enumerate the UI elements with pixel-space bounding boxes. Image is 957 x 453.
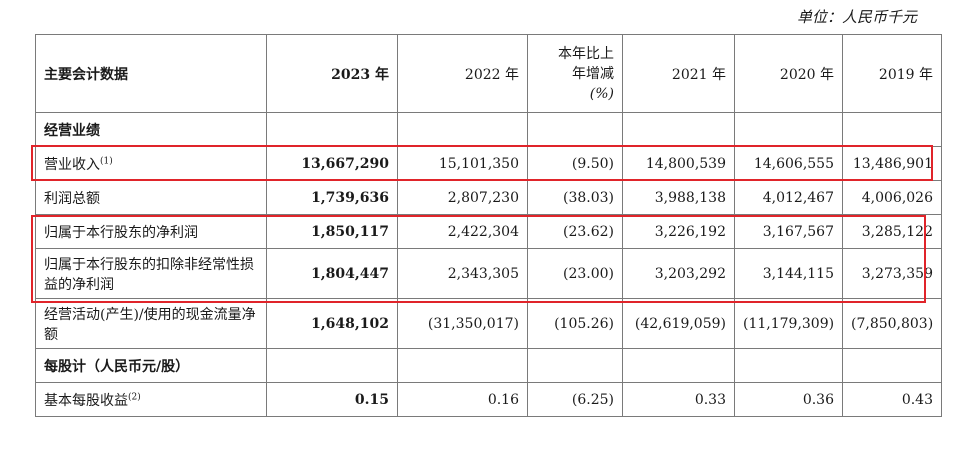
cell-2023: 1,648,102 xyxy=(266,298,398,349)
cell-2020: (11,179,309) xyxy=(734,298,843,349)
header-label: 主要会计数据 xyxy=(35,34,267,113)
cell-2019: 4,006,026 xyxy=(842,180,942,215)
header-col-2021: 2021 年 xyxy=(622,34,735,113)
cell-2021: (42,619,059) xyxy=(622,298,735,349)
cell-2021: 0.33 xyxy=(622,382,735,417)
header-col-yoy: 本年比上 年增减 (%) xyxy=(527,34,623,113)
cell-2020: 3,167,567 xyxy=(734,214,843,249)
cell-2020: 4,012,467 xyxy=(734,180,843,215)
cell-2022: 2,422,304 xyxy=(397,214,528,249)
table-row-cash-flow: 经营活动(产生)/使用的现金流量净额 1,648,102 (31,350,017… xyxy=(35,298,942,349)
cell-2020: 0.36 xyxy=(734,382,843,417)
cell-2021: 3,988,138 xyxy=(622,180,735,215)
row-label: 经营活动(产生)/使用的现金流量净额 xyxy=(35,298,267,349)
cell-2019: 13,486,901 xyxy=(842,146,942,181)
row-label: 基本每股收益(2) xyxy=(35,382,267,417)
cell-2020: 3,144,115 xyxy=(734,248,843,299)
yoy-line-3: (%) xyxy=(589,85,614,102)
cell-2022: 2,343,305 xyxy=(397,248,528,299)
cell-yoy: (23.00) xyxy=(527,248,623,299)
cell-2023: 13,667,290 xyxy=(266,146,398,181)
cell-2022: 0.16 xyxy=(397,382,528,417)
cell-yoy: (105.26) xyxy=(527,298,623,349)
section-row-per-share: 每股计（人民币元/股） xyxy=(35,348,942,383)
cell-2022: (31,350,017) xyxy=(397,298,528,349)
header-col-2020: 2020 年 xyxy=(734,34,843,113)
row-label: 归属于本行股东的净利润 xyxy=(35,214,267,249)
cell-2021: 3,203,292 xyxy=(622,248,735,299)
row-label: 营业收入(1) xyxy=(35,146,267,181)
table-row-eps: 基本每股收益(2) 0.15 0.16 (6.25) 0.33 0.36 0.4… xyxy=(35,382,942,417)
cell-2023: 1,804,447 xyxy=(266,248,398,299)
cell-2019: 0.43 xyxy=(842,382,942,417)
table-row-net-profit-excl: 归属于本行股东的扣除非经常性损益的净利润 1,804,447 2,343,305… xyxy=(35,248,942,299)
cell-2021: 3,226,192 xyxy=(622,214,735,249)
cell-yoy: (38.03) xyxy=(527,180,623,215)
header-row: 主要会计数据 2023 年 2022 年 本年比上 年增减 (%) 2021 年… xyxy=(35,34,942,113)
header-col-2022: 2022 年 xyxy=(397,34,528,113)
cell-2022: 2,807,230 xyxy=(397,180,528,215)
table-row-total-profit: 利润总额 1,739,636 2,807,230 (38.03) 3,988,1… xyxy=(35,180,942,215)
section-label-per-share: 每股计（人民币元/股） xyxy=(35,348,267,383)
section-row-operating: 经营业绩 xyxy=(35,112,942,147)
cell-2019: 3,285,122 xyxy=(842,214,942,249)
cell-2023: 1,850,117 xyxy=(266,214,398,249)
row-label: 利润总额 xyxy=(35,180,267,215)
financial-table: 主要会计数据 2023 年 2022 年 本年比上 年增减 (%) 2021 年… xyxy=(35,34,942,417)
cell-2019: 3,273,359 xyxy=(842,248,942,299)
row-label: 归属于本行股东的扣除非经常性损益的净利润 xyxy=(35,248,267,299)
cell-2023: 1,739,636 xyxy=(266,180,398,215)
cell-2023: 0.15 xyxy=(266,382,398,417)
cell-2022: 15,101,350 xyxy=(397,146,528,181)
cell-yoy: (6.25) xyxy=(527,382,623,417)
cell-yoy: (9.50) xyxy=(527,146,623,181)
cell-2021: 14,800,539 xyxy=(622,146,735,181)
table-row-net-profit: 归属于本行股东的净利润 1,850,117 2,422,304 (23.62) … xyxy=(35,214,942,249)
header-col-2019: 2019 年 xyxy=(842,34,942,113)
cell-2019: (7,850,803) xyxy=(842,298,942,349)
table-row-revenue: 营业收入(1) 13,667,290 15,101,350 (9.50) 14,… xyxy=(35,146,942,181)
yoy-line-1: 本年比上 xyxy=(558,45,614,62)
section-label-operating: 经营业绩 xyxy=(35,112,267,147)
cell-2020: 14,606,555 xyxy=(734,146,843,181)
unit-note: 单位：人民币千元 xyxy=(796,8,917,26)
header-col-2023: 2023 年 xyxy=(266,34,398,113)
yoy-line-2: 年增减 xyxy=(572,65,614,82)
cell-yoy: (23.62) xyxy=(527,214,623,249)
